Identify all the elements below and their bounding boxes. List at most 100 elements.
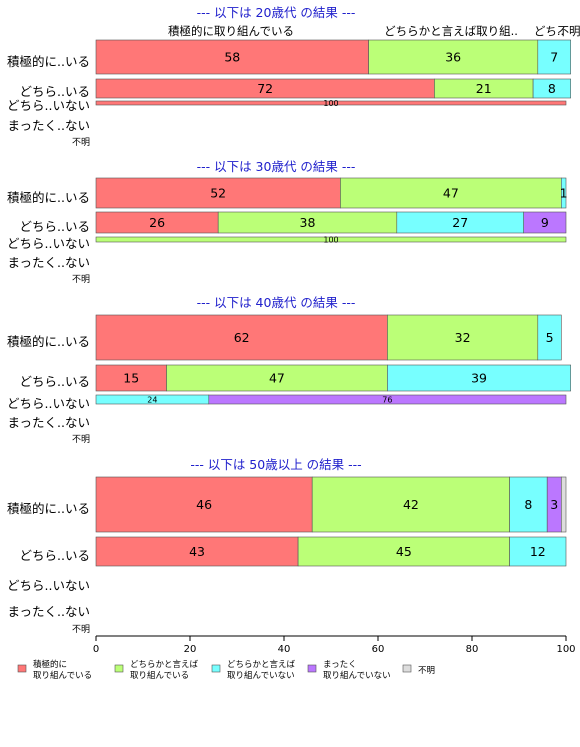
data-label: 52 bbox=[210, 186, 226, 201]
data-label: 72 bbox=[257, 81, 273, 96]
legend-swatch bbox=[211, 664, 221, 673]
x-axis: 0 20 40 60 80 100 bbox=[93, 635, 576, 655]
data-label: 26 bbox=[149, 215, 165, 230]
tick-label: 20 bbox=[184, 644, 197, 655]
legend: 積極的に取り組んでいる どちらかと言えば取り組んでいる どちらかと言えば取り組んでい… bbox=[17, 659, 435, 681]
bar-segment bbox=[537, 39, 571, 75]
row-label: 不明 bbox=[72, 434, 90, 445]
column-headers: 積極的に取り組んでいる どちらかと言えば取り組.. どち.. 不明 bbox=[168, 24, 580, 38]
group-title: --- 以下は 40歳代 の結果 --- bbox=[197, 295, 356, 310]
data-label: 47 bbox=[443, 186, 459, 201]
tick-label: 40 bbox=[278, 644, 291, 655]
data-label: 36 bbox=[445, 50, 461, 65]
row-label: どちら..いない bbox=[7, 98, 90, 113]
data-label: 5 bbox=[546, 330, 554, 345]
group-2: --- 以下は 40歳代 の結果 --- 積極的に..いる 62 32 5 どちら..いる… bbox=[7, 295, 571, 445]
legend-item: どちらかと言えば取り組んでいない bbox=[211, 659, 296, 681]
group-1: --- 以下は 30歳代 の結果 --- 積極的に..いる 52 47 1 どちら..いる… bbox=[7, 159, 568, 285]
row-label: まったく..ない bbox=[8, 604, 90, 619]
bar-segment bbox=[532, 78, 571, 99]
bar-segment bbox=[95, 476, 313, 533]
data-label: 38 bbox=[300, 215, 316, 230]
data-label: 9 bbox=[541, 215, 549, 230]
data-label: 100 bbox=[323, 99, 338, 108]
data-label: 32 bbox=[455, 330, 471, 345]
bar-segment bbox=[95, 536, 299, 567]
bar-segment bbox=[387, 364, 571, 392]
data-label: 8 bbox=[548, 81, 556, 96]
row-label: まったく..ない bbox=[8, 415, 90, 430]
data-label: 15 bbox=[123, 371, 139, 386]
row-label: どちら..いる bbox=[20, 548, 90, 563]
data-label: 1 bbox=[560, 186, 568, 201]
legend-label: どちらかと言えば取り組んでいない bbox=[227, 659, 296, 681]
row-label: どちら..いる bbox=[20, 219, 90, 234]
data-label: 42 bbox=[403, 497, 419, 512]
data-label: 100 bbox=[323, 236, 338, 245]
bar-segment bbox=[95, 314, 388, 361]
legend-item: 積極的に取り組んでいる bbox=[17, 659, 92, 681]
row-label: まったく..ない bbox=[8, 118, 90, 133]
data-label: 3 bbox=[550, 497, 558, 512]
tick-label: 60 bbox=[372, 644, 385, 655]
data-label: 76 bbox=[382, 396, 392, 405]
group-3: --- 以下は 50歳以上 の結果 --- 積極的に..いる 46 42 8 3 どちら..… bbox=[7, 457, 567, 635]
row-label: 積極的に..いる bbox=[7, 190, 90, 205]
legend-label: 不明 bbox=[418, 666, 435, 676]
bar-segment bbox=[523, 211, 567, 234]
tick-label: 100 bbox=[556, 644, 575, 655]
legend-swatch bbox=[402, 664, 412, 673]
data-label: 24 bbox=[147, 396, 157, 405]
row-label: 積極的に..いる bbox=[7, 334, 90, 349]
row-label: どちら..いない bbox=[7, 236, 90, 251]
bar-segment bbox=[509, 536, 567, 567]
row-label: どちら..いない bbox=[7, 396, 90, 411]
bar-segment bbox=[387, 314, 539, 361]
row-label: 不明 bbox=[72, 624, 90, 635]
bar-segment bbox=[509, 476, 548, 533]
data-label: 46 bbox=[196, 497, 212, 512]
legend-label: どちらかと言えば取り組んでいる bbox=[130, 659, 199, 681]
group-0: --- 以下は 20歳代 の結果 --- 積極的に..いる 58 36 7 どちら..いる… bbox=[7, 5, 571, 148]
bar-segment bbox=[95, 364, 167, 392]
data-label: 12 bbox=[530, 544, 546, 559]
row-label: まったく..ない bbox=[8, 255, 90, 270]
row-label: どちら..いる bbox=[20, 84, 90, 99]
bar-segment bbox=[95, 39, 369, 75]
legend-label: 積極的に取り組んでいる bbox=[33, 659, 92, 681]
row-label: 積極的に..いる bbox=[7, 501, 90, 516]
column-header-1: どちらかと言えば取り組.. bbox=[384, 24, 518, 38]
column-header-2: どち.. bbox=[534, 24, 564, 38]
bar-segment bbox=[560, 476, 567, 533]
legend-swatch bbox=[17, 664, 27, 673]
data-label: 27 bbox=[452, 215, 468, 230]
group-title: --- 以下は 20歳代 の結果 --- bbox=[197, 5, 356, 20]
legend-swatch bbox=[114, 664, 124, 673]
bar-segment bbox=[560, 177, 567, 209]
data-label: 21 bbox=[476, 81, 492, 96]
row-label: どちら..いない bbox=[7, 578, 90, 593]
chart-groups: --- 以下は 20歳代 の結果 --- 積極的に..いる 5 8 36 7 どちら..いる… bbox=[7, 5, 571, 635]
legend-item: 不明 bbox=[402, 664, 435, 676]
row-label: 積極的に..いる bbox=[7, 54, 90, 69]
bar-segment bbox=[368, 39, 539, 75]
data-label: 7 bbox=[550, 50, 558, 65]
row-label: 不明 bbox=[72, 137, 90, 148]
legend-swatch bbox=[307, 664, 317, 673]
column-header-0: 積極的に取り組んでいる bbox=[168, 24, 294, 38]
bar-segment bbox=[208, 394, 567, 405]
column-header-3: 不明 bbox=[558, 24, 580, 38]
tick-label: 0 bbox=[93, 644, 99, 655]
bar-segment bbox=[537, 314, 562, 361]
data-label: 39 bbox=[471, 371, 487, 386]
bar-segment bbox=[95, 236, 567, 243]
bar-segment bbox=[297, 536, 510, 567]
tick-label: 80 bbox=[466, 644, 479, 655]
row-label: 不明 bbox=[72, 274, 90, 285]
data-label: 47 bbox=[269, 371, 285, 386]
data-label: 43 bbox=[189, 544, 205, 559]
legend-label: まったく取り組んでいない bbox=[323, 660, 391, 681]
bar-segment bbox=[95, 177, 341, 209]
group-title: --- 以下は 50歳以上 の結果 --- bbox=[190, 457, 361, 472]
